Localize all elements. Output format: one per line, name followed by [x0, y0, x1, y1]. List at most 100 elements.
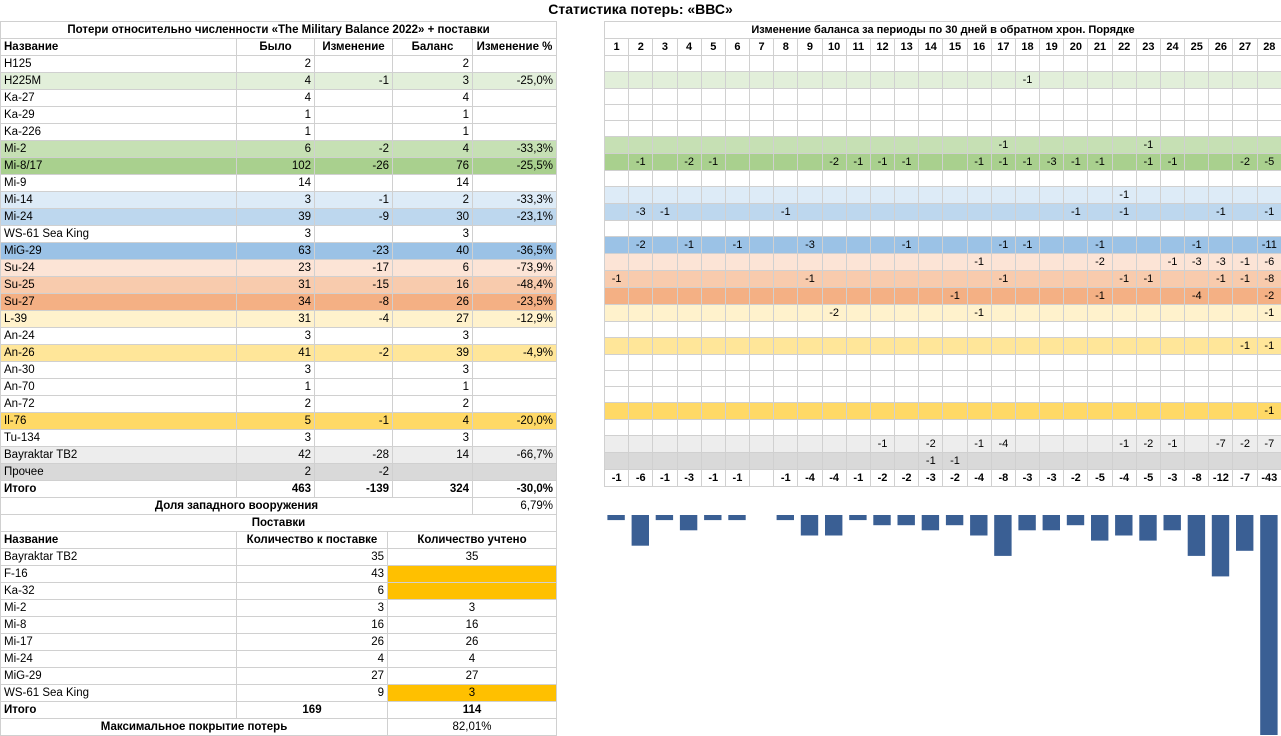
period-empty-cell [603, 220, 630, 237]
period-empty-cell [773, 153, 799, 171]
period-empty-cell [918, 88, 944, 105]
period-empty-cell [652, 435, 678, 453]
coverage-row: Максимальное покрытие потерь 82,01% [0, 718, 557, 736]
period-empty-cell [990, 337, 1016, 355]
period-empty-cell [1111, 304, 1137, 322]
period-empty-cell [1159, 370, 1186, 387]
aircraft-name: Bayraktar TB2 [0, 446, 237, 464]
period-empty-cell [628, 55, 654, 72]
period-empty-cell [869, 354, 896, 371]
period-change: -1 [1014, 153, 1041, 171]
supply-to-deliver: 6 [236, 582, 388, 600]
period-empty-cell [942, 71, 968, 89]
supply-row: WS-61 Sea King 9 3 [0, 684, 557, 702]
period-number: 13 [894, 38, 920, 56]
period-empty-cell [700, 452, 726, 470]
period-empty-cell [1039, 370, 1065, 387]
period-empty-cell [652, 120, 678, 137]
change-count [314, 123, 393, 141]
period-change: -1 [990, 270, 1016, 288]
period-empty-cell [628, 354, 654, 371]
period-empty-cell [1111, 236, 1137, 254]
period-empty-cell [869, 337, 896, 355]
period-row: -1 -2 -1 -2 -1 -1 -1 -1 -1 -1 -3 -1 -1 -1 -1 -2 -5 [603, 153, 1281, 171]
period-empty-cell [1087, 71, 1113, 89]
period-number: 24 [1159, 38, 1186, 56]
period-empty-cell [1135, 203, 1161, 221]
period-losses-bar-chart [607, 515, 1278, 735]
supplies-caption: Поставки [0, 514, 557, 532]
period-empty-cell [1111, 88, 1137, 105]
period-change: -1 [990, 153, 1016, 171]
period-row: -1 -2 -1 -3 -3 -1 -6 [603, 253, 1281, 271]
period-empty-cell [869, 270, 896, 288]
period-empty-cell [821, 337, 847, 355]
period-empty-cell [1135, 452, 1161, 470]
period-empty-cell [700, 270, 726, 288]
period-empty-cell [845, 55, 871, 72]
period-empty-cell [894, 71, 920, 89]
period-empty-cell [1159, 287, 1186, 305]
change-percent: -36,5% [471, 242, 558, 260]
period-empty-cell [918, 203, 944, 221]
period-empty-cell [918, 120, 944, 137]
period-empty-cell [1184, 220, 1210, 237]
period-change: -2 [1256, 287, 1281, 305]
period-empty-cell [1159, 170, 1186, 187]
period-empty-cell [821, 253, 847, 271]
period-empty-cell [1208, 170, 1234, 187]
period-empty-cell [1232, 104, 1258, 121]
period-empty-cell [918, 236, 944, 254]
period-empty-cell [894, 321, 920, 338]
losses-row: An-24 3 3 [0, 327, 558, 345]
period-empty-cell [700, 203, 726, 221]
period-empty-cell [894, 55, 920, 72]
period-empty-cell [724, 153, 751, 171]
period-empty-cell [845, 304, 871, 322]
period-empty-cell [676, 419, 702, 436]
period-empty-cell [869, 55, 896, 72]
period-empty-cell [1063, 253, 1089, 271]
period-empty-cell [1014, 452, 1041, 470]
period-empty-cell [700, 186, 726, 204]
period-empty-cell [966, 203, 992, 221]
period-empty-cell [724, 287, 751, 305]
bar-period-25 [1187, 515, 1206, 556]
period-total: -3 [1039, 469, 1065, 487]
balance-count: 1 [392, 123, 473, 141]
supply-name: F-16 [0, 565, 237, 583]
bar-period-15 [945, 515, 964, 526]
period-empty-cell [1159, 236, 1186, 254]
period-empty-cell [1014, 55, 1041, 72]
change-percent [471, 395, 558, 413]
period-change: -11 [1256, 236, 1281, 254]
supply-counted [387, 565, 557, 583]
period-empty-cell [700, 88, 726, 105]
bar-period-27 [1236, 515, 1254, 551]
period-empty-cell [1111, 321, 1137, 338]
period-change: -5 [1256, 153, 1281, 171]
period-empty-cell [749, 452, 775, 470]
period-change: -1 [1111, 435, 1137, 453]
losses-row: Mi-9 14 14 [0, 174, 558, 192]
period-empty-cell [1063, 402, 1089, 420]
period-empty-cell [942, 270, 968, 288]
period-empty-cell [1135, 71, 1161, 89]
period-empty-cell [918, 55, 944, 72]
period-empty-cell [1039, 452, 1065, 470]
aircraft-name: Mi-2 [0, 140, 237, 158]
aircraft-name: An-72 [0, 395, 237, 413]
change-percent: -4,9% [471, 344, 558, 362]
period-empty-cell [845, 370, 871, 387]
period-empty-cell [773, 452, 799, 470]
period-empty-cell [845, 186, 871, 204]
supply-row: Mi-2 3 3 [0, 599, 557, 617]
balance-count: 30 [392, 208, 473, 226]
period-change: -1 [724, 236, 751, 254]
period-empty-cell [869, 370, 896, 387]
period-empty-cell [724, 304, 751, 322]
period-empty-cell [966, 321, 992, 338]
period-empty-cell [918, 402, 944, 420]
period-empty-cell [918, 136, 944, 154]
period-empty-cell [700, 71, 726, 89]
